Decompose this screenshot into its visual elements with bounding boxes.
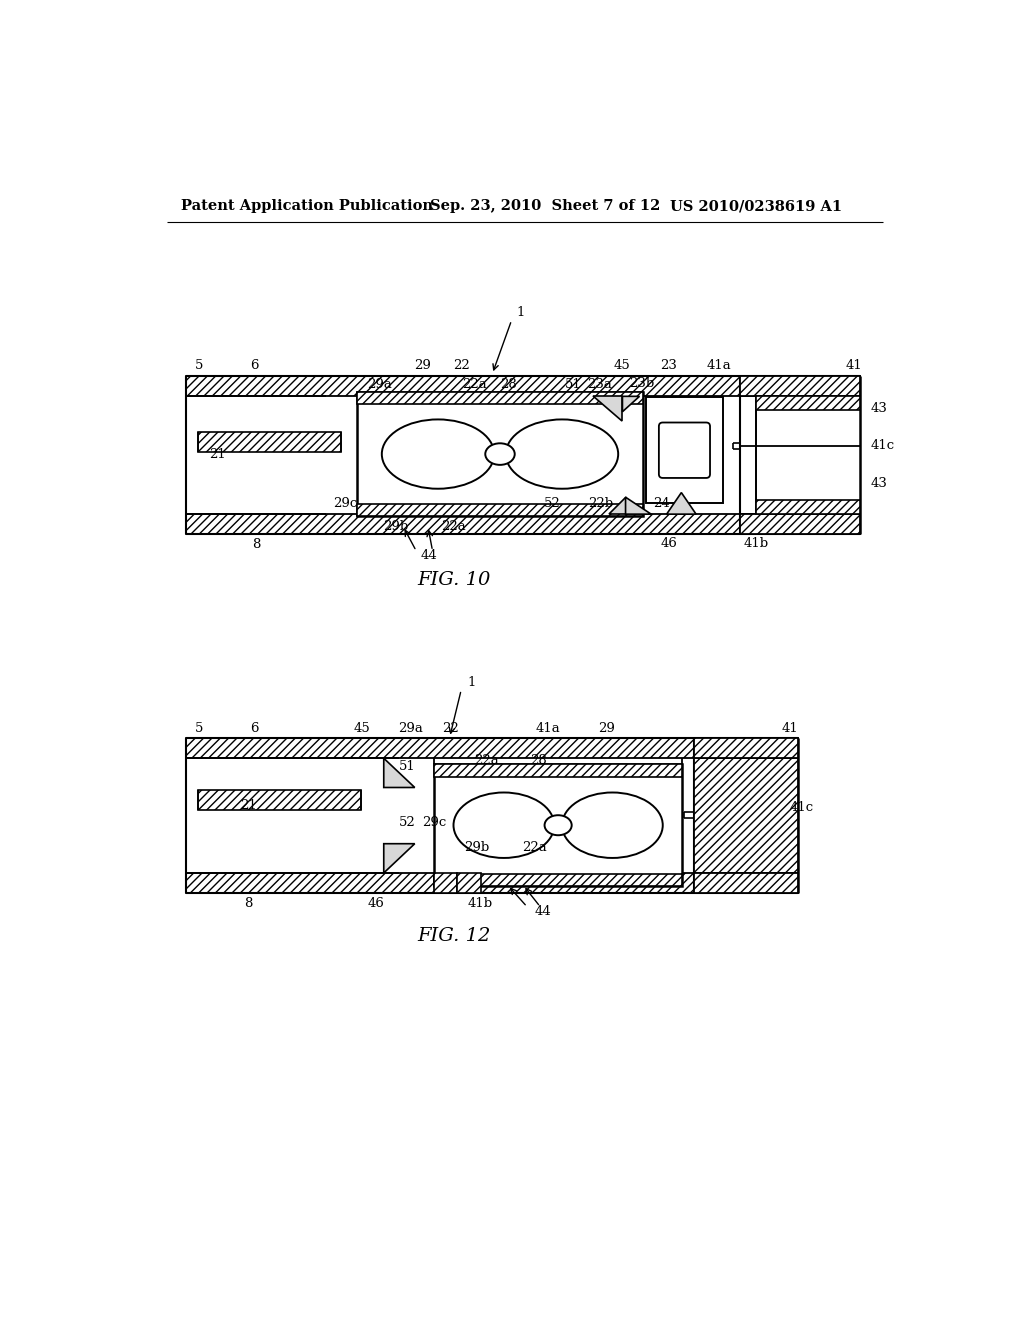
Text: 43: 43 [870, 477, 888, 490]
Text: 22a: 22a [462, 378, 486, 391]
Bar [434, 764, 682, 886]
Bar [693, 738, 799, 758]
Text: 21: 21 [209, 449, 225, 462]
Text: 22: 22 [453, 359, 470, 372]
Bar [434, 873, 458, 892]
Text: 46: 46 [368, 898, 384, 911]
Ellipse shape [382, 420, 495, 488]
Text: 46: 46 [660, 537, 678, 550]
Text: 23b: 23b [629, 376, 654, 389]
Text: 29c: 29c [422, 816, 446, 829]
Bar [740, 376, 860, 396]
Bar [356, 392, 643, 404]
Text: 29c: 29c [333, 496, 357, 510]
Text: 29b: 29b [383, 520, 408, 533]
Text: FIG. 12: FIG. 12 [417, 927, 490, 945]
Text: 52: 52 [398, 816, 416, 829]
Text: 22a: 22a [474, 754, 499, 767]
Text: 41b: 41b [468, 898, 494, 911]
Text: 52: 52 [545, 496, 561, 510]
Ellipse shape [506, 420, 618, 488]
Bar [356, 504, 643, 516]
FancyBboxPatch shape [658, 422, 710, 478]
Text: 51: 51 [398, 760, 416, 774]
Text: 22a: 22a [441, 520, 466, 533]
Text: 24: 24 [653, 496, 670, 510]
Text: 23: 23 [660, 359, 678, 372]
Text: 8: 8 [244, 898, 252, 911]
Text: 23a: 23a [588, 378, 612, 391]
Text: 8: 8 [252, 539, 260, 552]
Bar [186, 515, 860, 535]
Text: 22b: 22b [588, 496, 613, 510]
Text: 29b: 29b [464, 841, 489, 854]
Bar [187, 396, 859, 513]
Bar [458, 873, 480, 892]
Text: 41a: 41a [707, 359, 732, 372]
Text: 1: 1 [517, 306, 525, 319]
Bar [693, 873, 799, 892]
Text: 29: 29 [414, 359, 431, 372]
Text: 44: 44 [420, 549, 437, 562]
Text: 29: 29 [598, 722, 614, 735]
Text: 41a: 41a [536, 722, 560, 735]
Polygon shape [667, 492, 696, 515]
Text: 6: 6 [250, 722, 259, 735]
Polygon shape [384, 758, 415, 788]
Text: 44: 44 [535, 906, 551, 917]
Text: 41: 41 [846, 359, 862, 372]
Text: US 2010/0238619 A1: US 2010/0238619 A1 [671, 199, 843, 213]
Text: 41c: 41c [790, 801, 813, 814]
Polygon shape [608, 498, 626, 515]
Text: Sep. 23, 2010  Sheet 7 of 12: Sep. 23, 2010 Sheet 7 of 12 [430, 199, 660, 213]
Text: 21: 21 [240, 799, 256, 812]
Bar [434, 764, 682, 776]
Bar [186, 376, 860, 396]
Bar [693, 758, 799, 873]
Bar [740, 515, 860, 535]
Bar [356, 392, 643, 516]
Text: 41: 41 [781, 722, 799, 735]
Ellipse shape [485, 444, 515, 465]
Ellipse shape [454, 792, 554, 858]
Polygon shape [623, 396, 640, 412]
Text: 41c: 41c [870, 440, 895, 453]
Text: 1: 1 [467, 676, 475, 689]
Bar [198, 789, 360, 810]
Text: 45: 45 [353, 722, 371, 735]
Text: 5: 5 [196, 722, 204, 735]
Bar [187, 758, 798, 873]
Bar [756, 396, 860, 411]
Bar [186, 738, 799, 758]
Text: 45: 45 [613, 359, 630, 372]
Text: FIG. 10: FIG. 10 [417, 572, 490, 589]
Text: 22a: 22a [522, 841, 547, 854]
Bar [198, 432, 341, 451]
Bar [434, 874, 682, 886]
Text: 29a: 29a [368, 378, 392, 391]
Ellipse shape [545, 816, 571, 836]
Bar [186, 873, 799, 892]
Polygon shape [626, 498, 651, 515]
Text: 28: 28 [500, 378, 517, 391]
Text: 41b: 41b [743, 537, 768, 550]
Text: 22: 22 [442, 722, 459, 735]
Text: 6: 6 [250, 359, 259, 372]
Bar [646, 397, 723, 503]
Ellipse shape [562, 792, 663, 858]
Polygon shape [384, 843, 415, 873]
Text: 51: 51 [565, 378, 582, 391]
Text: 28: 28 [530, 754, 547, 767]
Text: 29a: 29a [398, 722, 423, 735]
Bar [756, 500, 860, 513]
Text: 5: 5 [196, 359, 204, 372]
Polygon shape [593, 396, 623, 421]
Text: 43: 43 [870, 403, 888, 416]
Text: Patent Application Publication: Patent Application Publication [180, 199, 433, 213]
